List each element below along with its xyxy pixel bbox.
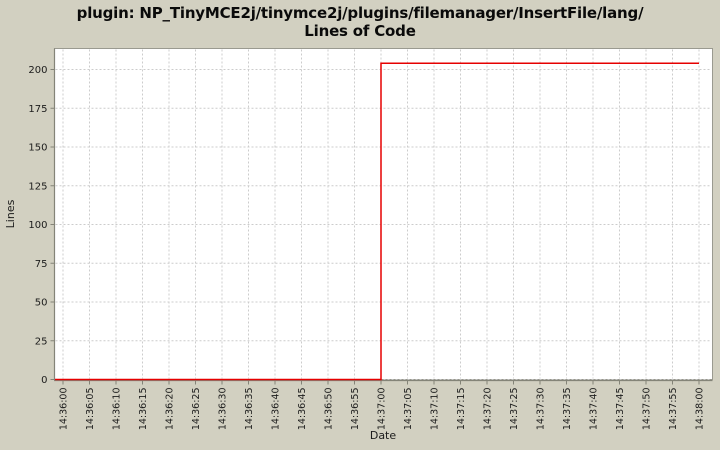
x-tick-label: 14:36:20 xyxy=(165,388,176,431)
y-tick-label: 200 xyxy=(28,65,47,76)
chart-title: plugin: NP_TinyMCE2j/tinymce2j/plugins/f… xyxy=(0,4,720,40)
plot-background xyxy=(54,48,713,380)
x-tick-label: 14:37:00 xyxy=(377,388,388,431)
y-tick-label: 100 xyxy=(28,220,47,231)
tick-labels: 0 25 50 75 100 125 150 175 200 14:36:00 14:36:05 14… xyxy=(28,65,705,430)
y-tick-label: 25 xyxy=(35,336,48,347)
x-tick-label: 14:37:55 xyxy=(668,388,679,431)
x-tick-label: 14:38:00 xyxy=(695,388,706,431)
x-tick-label: 14:36:10 xyxy=(112,388,123,431)
x-tick-label: 14:36:05 xyxy=(85,388,96,431)
x-tick-label: 14:36:30 xyxy=(218,388,229,431)
x-tick-label: 14:36:45 xyxy=(297,388,308,431)
x-tick-label: 14:37:25 xyxy=(509,388,520,431)
x-tick-label: 14:36:55 xyxy=(350,388,361,431)
x-tick-label: 14:37:40 xyxy=(589,388,600,431)
y-tick-label: 0 xyxy=(41,375,47,386)
x-tick-label: 14:37:50 xyxy=(642,388,653,431)
series-lines xyxy=(55,62,699,381)
x-tick-label: 14:37:30 xyxy=(536,388,547,431)
plot-area xyxy=(54,48,713,380)
y-tick-label: 75 xyxy=(35,259,48,270)
x-tick-label: 14:37:20 xyxy=(483,388,494,431)
x-tick-label: 14:36:50 xyxy=(324,388,335,431)
gridlines xyxy=(55,49,712,380)
x-axis-title: Date xyxy=(370,429,397,442)
y-axis-title: Lines xyxy=(4,199,17,228)
y-tick-label: 150 xyxy=(28,143,47,154)
x-tick-label: 14:37:45 xyxy=(615,388,626,431)
series-line-lines-of-code xyxy=(55,62,699,381)
x-tick-label: 14:36:25 xyxy=(191,388,202,431)
x-tick-label: 14:36:40 xyxy=(271,388,282,431)
y-tick-label: 50 xyxy=(35,298,48,309)
x-tick-label: 14:36:00 xyxy=(59,388,70,431)
x-tick-label: 14:37:05 xyxy=(403,388,414,431)
chart-title-line1: plugin: NP_TinyMCE2j/tinymce2j/plugins/f… xyxy=(76,4,644,22)
axes xyxy=(50,48,713,385)
chart-title-line2: Lines of Code xyxy=(304,22,416,40)
y-tick-label: 125 xyxy=(28,181,47,192)
x-tick-label: 14:37:15 xyxy=(456,388,467,431)
y-tick-label: 175 xyxy=(28,104,47,115)
x-tick-label: 14:37:10 xyxy=(430,388,441,431)
x-tick-label: 14:37:35 xyxy=(562,388,573,431)
x-tick-label: 14:36:15 xyxy=(138,388,149,431)
x-tick-label: 14:36:35 xyxy=(244,388,255,431)
